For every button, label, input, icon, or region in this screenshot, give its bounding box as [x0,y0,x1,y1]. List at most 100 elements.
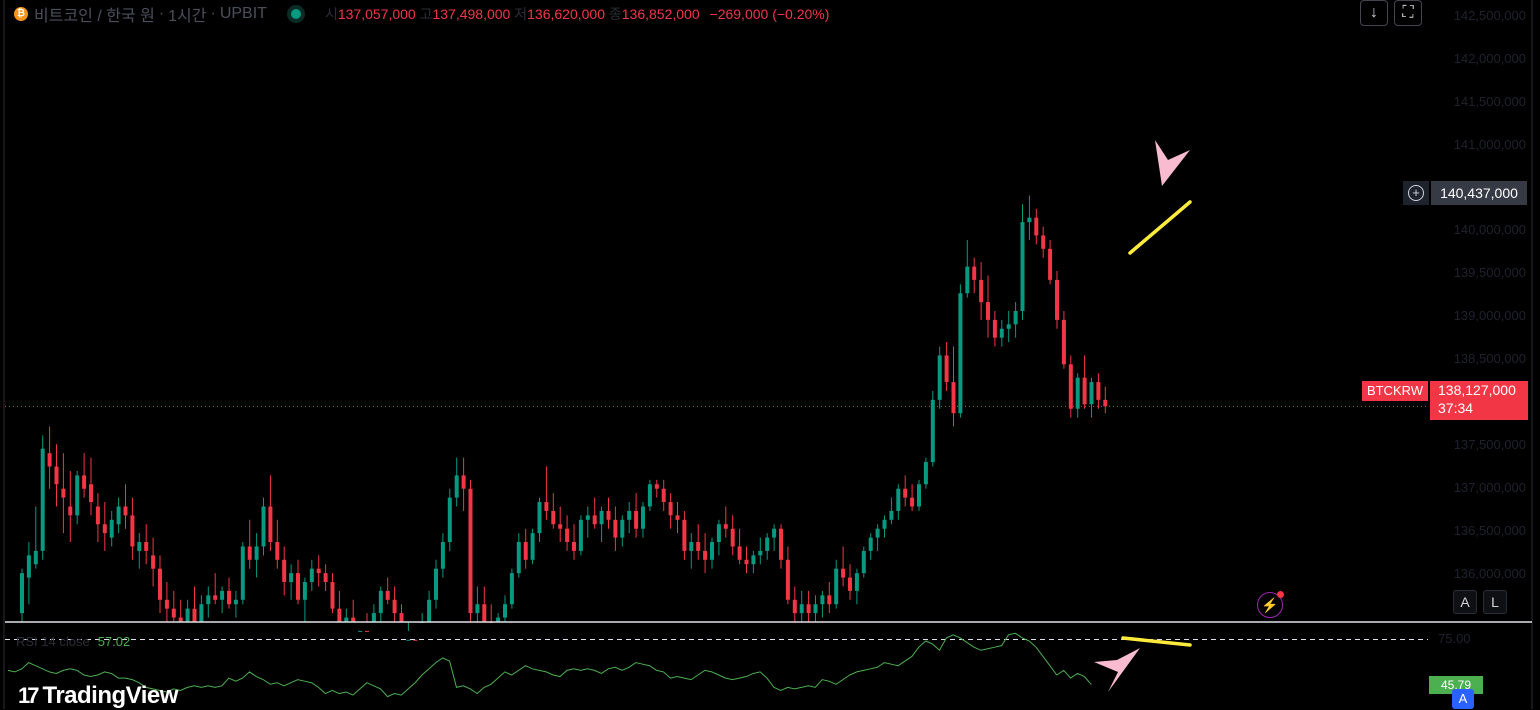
candle-body [1061,319,1066,365]
fullscreen-button[interactable]: ⛶ [1394,0,1422,26]
candle-body [213,595,218,600]
candle-body [813,604,818,614]
bitcoin-icon: ₿ [14,7,28,21]
candle-body [1013,311,1018,325]
last-price-tag: 138,127,000 37:34 [1430,381,1528,420]
crosshair-price-label: 140,437,000 [1431,181,1527,205]
add-alert-button[interactable]: + [1403,181,1429,205]
candle-body [875,528,880,538]
candle-series [20,195,1108,641]
candle-body [558,524,563,529]
candle-body [689,542,694,551]
lightning-icon[interactable]: ⚡ [1257,591,1284,618]
arrow-down-annotation-icon[interactable] [1155,140,1190,186]
low-value: 136,620,000 [527,6,605,22]
price-axis-label: 141,500,000 [1453,94,1526,109]
candle-body [737,546,742,560]
auto-scale-button[interactable]: A [1453,590,1477,614]
candle-body [233,599,238,605]
rsi-line [7,632,1092,698]
candle-body [1096,382,1101,400]
candle-body [475,604,480,614]
candle-body [206,595,211,605]
rsi-trendline-annotation[interactable] [1121,636,1192,647]
candle-body [192,608,197,622]
candle-body [1082,377,1087,405]
tradingview-logo[interactable]: 17 TradingView [18,682,178,710]
symbol-title[interactable]: 비트코인 / 한국 원 [34,8,155,25]
candle-body [392,599,397,614]
candle-body [296,573,300,600]
candle-body [999,328,1004,338]
candle-body [765,537,770,551]
price-axis-label: 137,500,000 [1453,437,1526,452]
candle-body [641,506,645,529]
candle-body [537,502,542,534]
candle-body [1068,364,1073,409]
candle-body [68,506,73,516]
high-value: 137,498,000 [432,6,511,22]
candle-body [275,542,280,560]
candle-body [316,568,321,574]
rsi-auto-scale-button[interactable]: A [1452,689,1474,709]
candle-body [385,590,390,600]
tradingview-logo-icon: 17 [18,683,40,708]
candle-body [992,319,997,338]
candle-body [578,519,583,551]
candle-body [841,568,846,578]
candle-body [606,510,611,520]
candle-body [247,546,252,560]
price-axis-label: 136,500,000 [1453,523,1526,538]
candle-body [806,604,811,614]
arrow-up-annotation-icon[interactable] [1094,648,1140,692]
candle-body [1075,377,1080,409]
candle-body [1055,279,1059,320]
candle-body [240,546,245,600]
candle-body [572,542,576,551]
rsi-legend[interactable]: RSI 14 close 57.02 [16,634,130,649]
candle-body [503,604,507,618]
candle-body [330,582,335,609]
candle-body [137,542,142,551]
candle-body [530,533,535,560]
market-status-icon[interactable] [290,9,301,19]
candle-body [33,550,38,565]
download-button[interactable]: ↓ [1360,0,1388,26]
candle-body [682,519,687,551]
candle-body [1103,399,1108,407]
candle-body [178,617,183,622]
price-trendline-annotation[interactable] [1128,200,1192,255]
candle-body [675,515,680,520]
low-label: 저 [514,6,528,22]
candle-body [47,453,52,467]
last-price-value: 138,127,000 [1438,382,1516,398]
candle-body [116,506,121,525]
candle-body [868,537,873,551]
candle-body [337,608,342,622]
candle-body [785,559,790,600]
interval-label[interactable]: 1시간 [168,8,207,25]
candle-body [323,573,328,583]
candle-body [958,293,963,414]
candle-body [351,617,356,622]
symbol-header[interactable]: ₿ 비트코인 / 한국 원 · 1시간 · UPBIT 시137,057,000… [14,3,829,25]
rsi-title: RSI 14 close [16,634,90,649]
candle-body [468,488,473,614]
candle-body [261,506,266,547]
candle-body [744,559,749,565]
candle-body [799,604,804,614]
candle-body [516,542,521,574]
candle-body [365,630,369,632]
ohlc-values: 시137,057,000 고137,498,000 저136,620,000 종… [325,4,829,24]
candle-body [164,599,169,609]
candle-body [751,555,756,565]
candle-body [854,573,859,591]
candle-body [371,613,376,622]
exchange-label[interactable]: UPBIT [219,5,267,22]
candle-body [827,595,832,605]
log-scale-button[interactable]: L [1483,590,1507,614]
candle-body [509,573,514,605]
notification-dot [1277,591,1284,598]
candle-body [1006,324,1011,329]
